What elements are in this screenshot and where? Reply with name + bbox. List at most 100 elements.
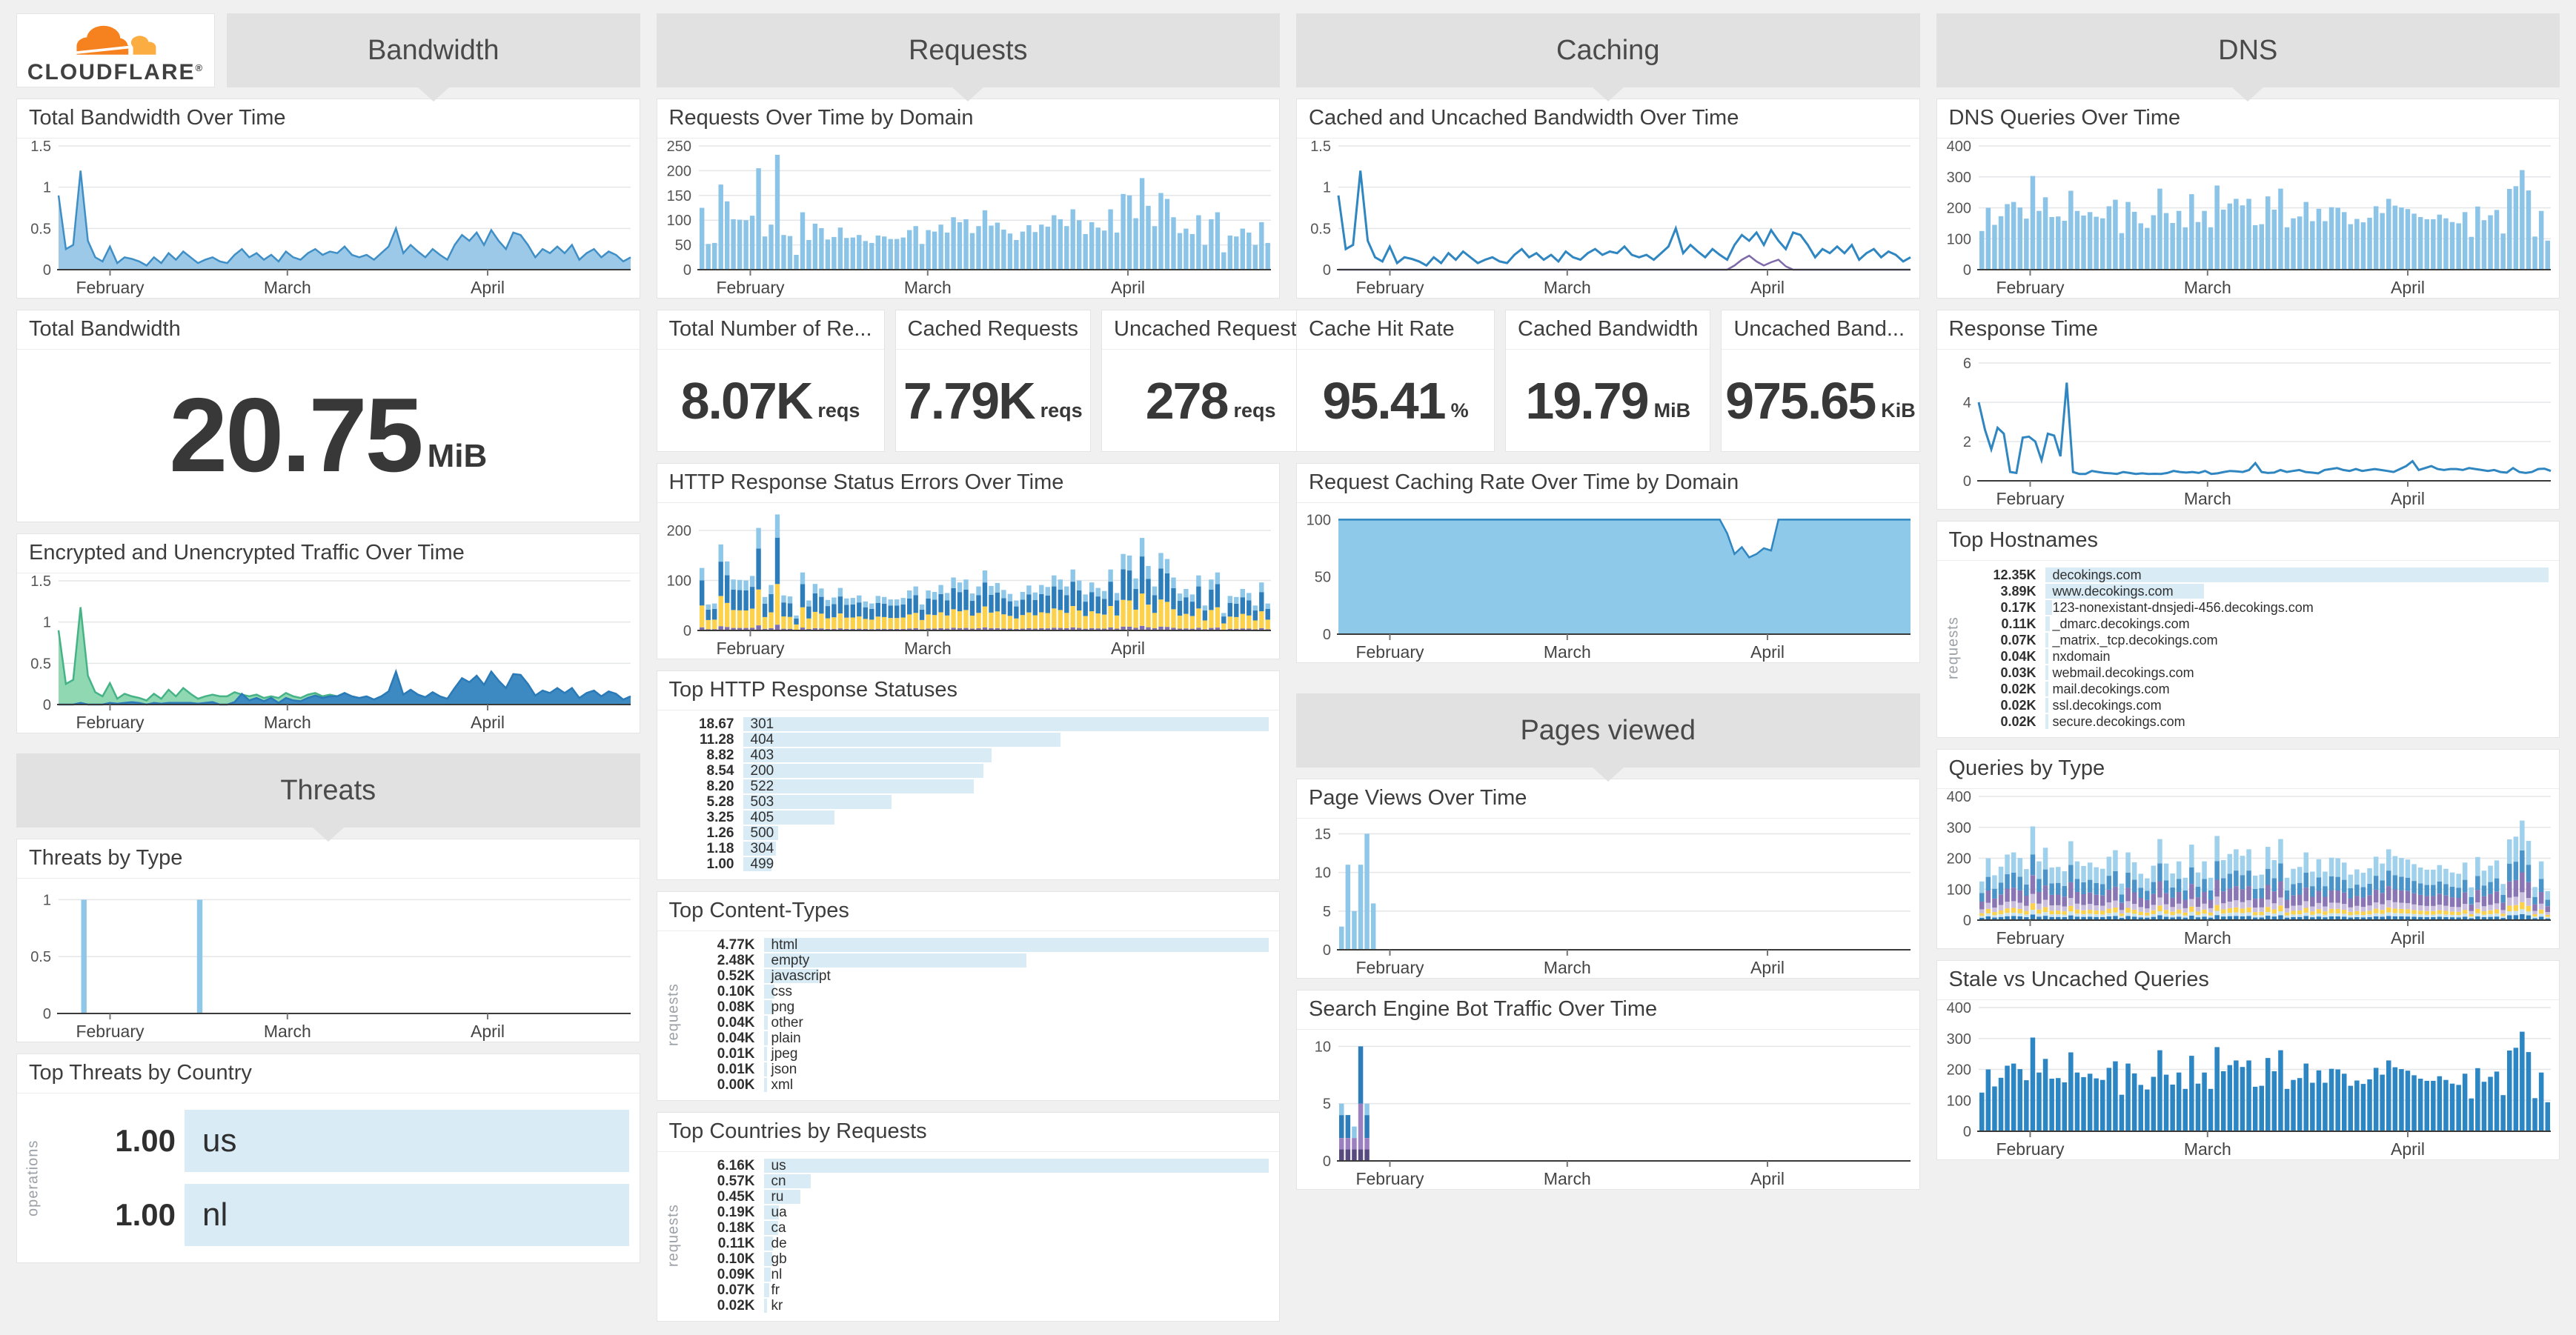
svg-text:0: 0 <box>1962 1124 1971 1140</box>
list-item-track: 503 <box>743 794 1269 810</box>
column-bandwidth: CLOUDFLARE® Bandwidth Total Bandwidth Ov… <box>16 13 640 1322</box>
list-item-track: ua <box>763 1205 1269 1220</box>
list-item-track: javascript <box>763 968 1269 984</box>
list-item-track: us <box>185 1110 629 1172</box>
stat-unit: reqs <box>817 399 860 422</box>
list-item-bar: 499 <box>743 856 774 872</box>
svg-text:0: 0 <box>683 262 691 279</box>
list-item-track: jpeg <box>763 1046 1269 1062</box>
list-rows: 4.77K html 2.48K empty 0.52K javascript 0.10K c… <box>684 937 1269 1093</box>
list-item-bar: 522 <box>743 779 975 794</box>
svg-text:February: February <box>76 713 145 732</box>
list-item-label: javascript <box>771 968 831 984</box>
list-item-value: 3.89K <box>2000 583 2036 599</box>
panel-title: Top Hostnames <box>1936 522 2559 561</box>
svg-text:400: 400 <box>1946 1000 1971 1016</box>
list-item-bar: nl <box>185 1184 629 1246</box>
list-item-value: 0.03K <box>2000 665 2036 680</box>
section-header-bandwidth: Bandwidth <box>227 13 640 101</box>
chart-svg: 0 100 200 300 400 February March April <box>1946 139 2551 297</box>
list-item-value: 0.00K <box>717 1076 755 1093</box>
svg-text:0: 0 <box>43 1006 51 1022</box>
cached-uncached-bandwidth-chart: 0 0.5 1 1.5 February March April <box>1297 139 1919 298</box>
panel-page-views: Page Views Over Time 0 5 10 15 February March… <box>1296 779 1920 979</box>
list-item-label: nl <box>202 1196 228 1233</box>
list-item-track: kr <box>763 1298 1269 1314</box>
svg-text:15: 15 <box>1315 826 1331 842</box>
list-item: 0.07K _matrix._tcp.decokings.com <box>1964 632 2549 648</box>
list-rows: 1.00 us 1.00 nl <box>44 1104 629 1252</box>
panel-title: Total Bandwidth Over Time <box>17 99 640 139</box>
list-item-label: empty <box>771 952 810 968</box>
panel-top-hostnames: Top Hostnames requests 12.35K decokings.co… <box>1936 521 2560 738</box>
stat-unit: reqs <box>1233 399 1276 422</box>
list-rows: 12.35K decokings.com 3.89K www.decokings.co… <box>1964 567 2549 730</box>
svg-text:1: 1 <box>1323 180 1331 196</box>
list-item-value: 0.07K <box>2000 632 2036 647</box>
list-item: 0.01K jpeg <box>684 1046 1269 1062</box>
list-item-value: 2.48K <box>717 952 755 968</box>
svg-text:April: April <box>1110 278 1144 297</box>
list-item-value: 0.10K <box>717 1251 755 1267</box>
list-item-label: html <box>771 936 798 953</box>
svg-text:250: 250 <box>666 139 691 155</box>
cloudflare-logo: CLOUDFLARE® <box>16 13 215 87</box>
svg-text:April: April <box>471 1022 505 1041</box>
section-notch <box>952 87 984 101</box>
svg-text:0: 0 <box>43 262 51 279</box>
svg-text:March: March <box>2183 278 2231 297</box>
list-item-track: us <box>763 1158 1269 1173</box>
svg-text:February: February <box>76 278 145 297</box>
list-item-track: 500 <box>743 825 1269 841</box>
chart-svg: 0 50 100 February March April <box>1307 512 1911 662</box>
list-item: 0.08K png <box>684 999 1269 1015</box>
svg-text:March: March <box>1544 278 1591 297</box>
list-item-label: 403 <box>750 747 774 763</box>
svg-text:March: March <box>2183 489 2231 508</box>
stat-value: 7.79K <box>903 371 1036 430</box>
list-item-label: _matrix._tcp.decokings.com <box>2052 632 2218 647</box>
list-item-track: gb <box>763 1251 1269 1267</box>
svg-text:February: February <box>76 1022 145 1041</box>
svg-text:February: February <box>1355 642 1424 662</box>
list-item-bar: css <box>763 984 792 999</box>
stat-unit: MiB <box>427 438 488 474</box>
list-item-label: us <box>202 1122 237 1159</box>
total-bandwidth-over-time-chart: 0 0.5 1 1.5 February March April <box>17 139 640 298</box>
list-item-value: 1.26 <box>706 825 734 841</box>
stat-value: 95.41 <box>1322 371 1446 430</box>
chart-svg: 0 0.5 1 1.5 February March April <box>30 573 631 732</box>
stat-unit: reqs <box>1040 399 1083 422</box>
list-item-label: 404 <box>750 731 774 748</box>
list-item-bar: other <box>763 1015 803 1031</box>
list-item-bar: nl <box>763 1267 782 1282</box>
list-item-bar: ua <box>763 1205 787 1220</box>
panel-total-bandwidth-over-time: Total Bandwidth Over Time 0 0.5 1 1.5 Februa… <box>16 99 640 299</box>
svg-text:100: 100 <box>666 573 691 590</box>
chart-svg: 0 100 200 February March April <box>666 514 1271 658</box>
svg-text:March: March <box>1544 1169 1591 1188</box>
list-item-bar: ca <box>763 1220 786 1236</box>
panel-response-time: Response Time 0 2 4 6 February March April <box>1936 310 2560 510</box>
list-item-bar: cn <box>763 1173 811 1189</box>
svg-text:April: April <box>1750 1169 1785 1188</box>
stat-body: 19.79 MiB <box>1506 350 1710 451</box>
list-item-track: 404 <box>743 731 1269 748</box>
svg-text:6: 6 <box>1962 356 1971 372</box>
svg-text:400: 400 <box>1946 139 1971 155</box>
svg-text:March: March <box>1544 958 1591 977</box>
panel-top-http-statuses: Top HTTP Response Statuses 18.67 301 11.28… <box>656 670 1280 880</box>
list-item-bar: 200 <box>743 763 984 779</box>
list-item: 0.04K other <box>684 1015 1269 1031</box>
list-item: 0.19K ua <box>684 1205 1269 1220</box>
list-item-bar: json <box>763 1062 797 1077</box>
svg-text:50: 50 <box>1315 570 1331 586</box>
section-header-threats: Threats <box>16 753 640 842</box>
top-content-types-list: requests 4.77K html 2.48K empty 0.52K javascri… <box>657 931 1280 1100</box>
list-item-value: 8.20 <box>706 778 734 794</box>
list-item: 8.54 200 <box>663 763 1269 779</box>
list-item: 0.02K secure.decokings.com <box>1964 713 2549 730</box>
list-item-bar: jpeg <box>763 1046 797 1062</box>
svg-text:150: 150 <box>666 188 691 204</box>
